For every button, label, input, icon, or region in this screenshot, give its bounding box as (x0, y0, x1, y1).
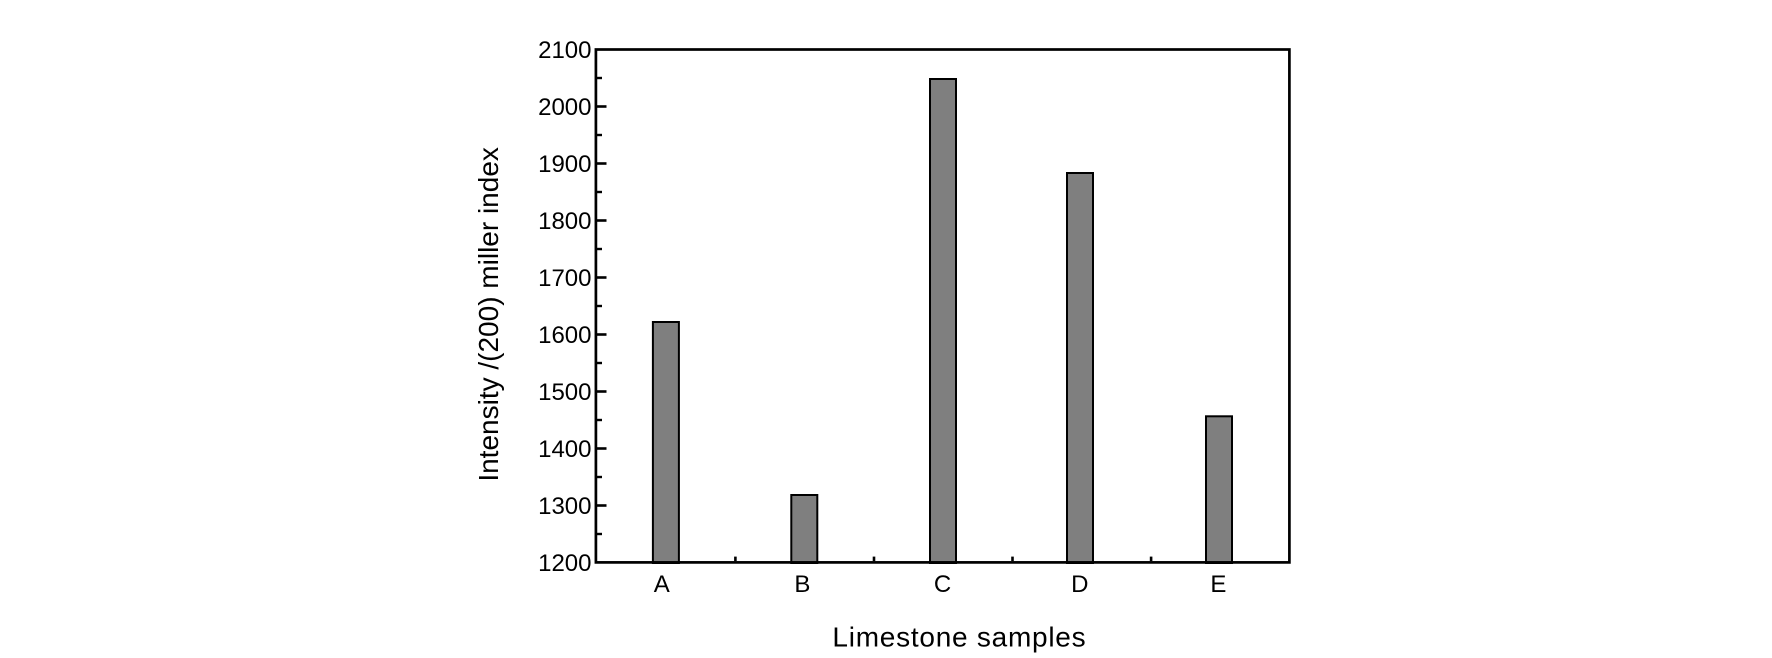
svg-text:1500: 1500 (538, 379, 591, 406)
svg-text:1600: 1600 (538, 322, 591, 349)
svg-text:1900: 1900 (538, 151, 591, 178)
svg-text:B: B (794, 571, 810, 598)
svg-text:2100: 2100 (538, 37, 591, 64)
svg-text:Limestone samples: Limestone samples (832, 622, 1086, 653)
svg-text:1800: 1800 (538, 208, 591, 235)
svg-text:1400: 1400 (538, 436, 591, 463)
svg-text:2000: 2000 (538, 94, 591, 121)
svg-text:1200: 1200 (538, 550, 591, 577)
svg-text:1700: 1700 (538, 265, 591, 292)
svg-text:Intensity /(200) miller index: Intensity /(200) miller index (473, 147, 504, 482)
svg-text:D: D (1071, 571, 1088, 598)
svg-text:A: A (654, 571, 670, 598)
svg-text:1300: 1300 (538, 493, 591, 520)
svg-text:C: C (934, 571, 951, 598)
svg-text:E: E (1210, 571, 1226, 598)
